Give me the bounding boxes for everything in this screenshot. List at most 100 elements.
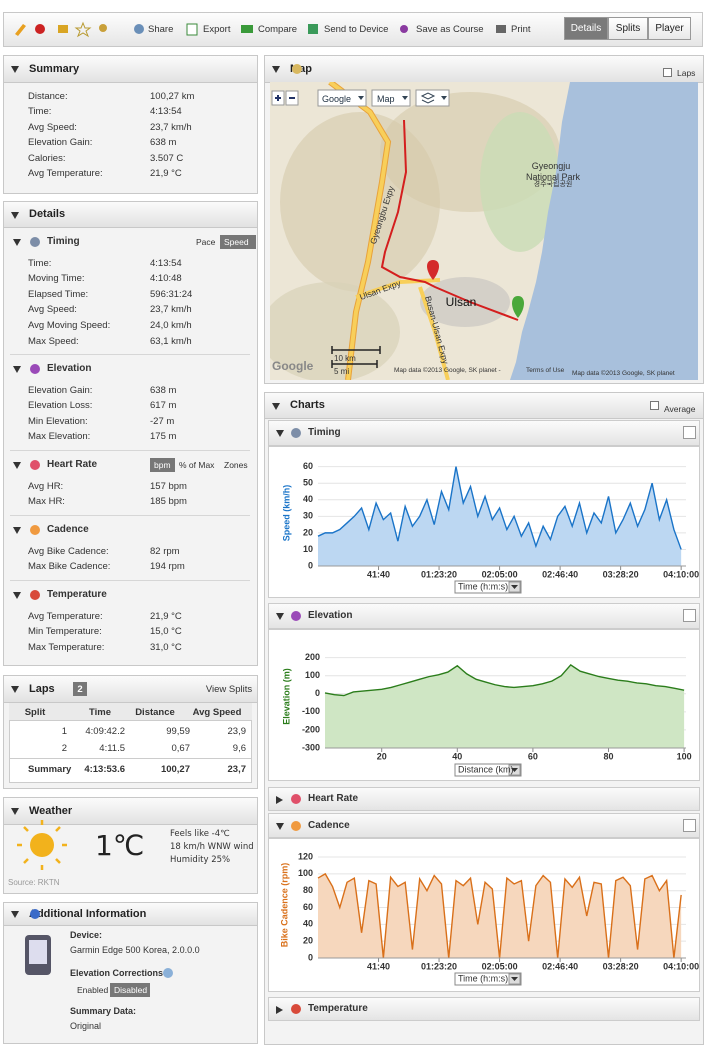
stat-label: Elevation Loss: [28, 400, 93, 412]
details-panel-header [3, 201, 258, 228]
option[interactable]: Zones [224, 460, 248, 470]
checkbox[interactable] [663, 68, 672, 77]
stat-value: 21,9 °C [150, 610, 182, 622]
section-icon [30, 525, 40, 535]
chart-title: Temperature [308, 1003, 368, 1014]
map-view[interactable] [270, 82, 698, 380]
option-selected[interactable] [150, 458, 175, 472]
start-pin[interactable] [427, 260, 439, 280]
toggle-arrow[interactable] [11, 911, 19, 918]
stat-value: 100,27 km [150, 90, 195, 102]
section-icon [30, 237, 40, 247]
toggle-arrow[interactable] [13, 462, 21, 469]
tab-label[interactable]: Details [570, 23, 602, 34]
section-icon [291, 794, 301, 804]
stat-label: Avg Temperature: [28, 168, 103, 179]
map-type-dropdown[interactable] [317, 89, 367, 107]
section-icon [30, 460, 40, 470]
map-control[interactable]: Map [377, 93, 395, 104]
lap-cell: 23,7 [227, 763, 247, 775]
section-icon [163, 968, 173, 978]
panel-title: Additional Information [29, 907, 147, 920]
toggle-arrow[interactable] [13, 239, 21, 246]
stat-label: Moving Time: [28, 273, 85, 285]
toggle-arrow[interactable] [11, 808, 19, 815]
option[interactable]: Pace [196, 237, 216, 247]
option-selected[interactable] [220, 235, 256, 249]
toggle-arrow[interactable] [13, 366, 21, 373]
toggle-arrow[interactable] [272, 402, 280, 410]
route [380, 119, 519, 321]
stat-value: 194 rpm [150, 561, 185, 573]
stat-label: Min Elevation: [28, 415, 88, 427]
option[interactable]: Disabled [114, 985, 148, 995]
stat-value: 23,7 km/h [150, 304, 192, 316]
map-style-dropdown[interactable] [371, 89, 411, 107]
layers-dropdown[interactable] [415, 89, 450, 107]
section-title: Temperature [47, 589, 107, 600]
tab[interactable] [608, 17, 648, 40]
tab-label[interactable]: Player [655, 23, 684, 34]
option[interactable]: % of Max [179, 460, 215, 470]
toggle-arrow[interactable] [276, 822, 284, 830]
end-pin[interactable] [512, 296, 524, 318]
tab[interactable] [648, 17, 691, 40]
field-value: Garmin Edge 500 Korea, 2.0.0.0 [70, 944, 200, 955]
view-splits-link[interactable]: View Splits [205, 683, 253, 695]
laps-table-header [9, 703, 252, 721]
map-control[interactable]: Google [322, 93, 352, 104]
toolbar-action[interactable]: Share [148, 23, 174, 35]
toggle-arrow[interactable] [13, 527, 21, 534]
expand-button[interactable] [683, 426, 696, 439]
chart-header [268, 787, 700, 811]
tab[interactable] [564, 17, 608, 40]
toolbar-action[interactable]: Print [511, 23, 531, 35]
section-icon [291, 611, 301, 621]
option[interactable]: Enabled [77, 985, 109, 995]
stat-value: 15,0 °C [150, 626, 182, 638]
stat-label: Max Elevation: [28, 431, 91, 443]
toggle-arrow[interactable] [276, 1006, 283, 1014]
toolbar-action[interactable]: Send to Device [324, 23, 389, 35]
tab-label[interactable]: Splits [615, 23, 641, 34]
layers-icon [420, 92, 436, 104]
option-selected[interactable] [110, 983, 150, 997]
toggle-arrow[interactable] [11, 66, 19, 73]
toggle-arrow[interactable] [276, 430, 284, 437]
toolbar-action[interactable]: Export [203, 23, 231, 35]
stat-value: 185 bpm [150, 496, 187, 508]
toolbar-action[interactable]: Save as Course [416, 23, 484, 35]
separator [10, 450, 250, 451]
expand-button[interactable] [683, 609, 696, 622]
column-header: Distance [135, 706, 175, 718]
scale-bar [331, 346, 381, 368]
toggle-arrow[interactable] [276, 613, 284, 620]
stat-value: 4:10:48 [150, 273, 182, 285]
stat-label: Elapsed Time: [28, 288, 89, 300]
lap-cell: Summary [28, 763, 72, 775]
chart-area [268, 838, 700, 992]
terms-link[interactable]: Terms of Use [526, 366, 565, 374]
stat-label: Avg Temperature: [28, 610, 103, 622]
weather-source: Source: RKTN [8, 877, 60, 887]
checkbox[interactable] [650, 401, 659, 410]
sea [510, 82, 698, 380]
stat-value: 21,9 °C [150, 168, 182, 179]
stat-label: Max HR: [28, 496, 65, 508]
toggle-arrow[interactable] [11, 686, 19, 693]
stat-label: Time: [28, 257, 52, 269]
separator [9, 758, 252, 759]
stat-value: 24,0 km/h [150, 319, 192, 331]
expand-button[interactable] [683, 819, 696, 832]
toggle-arrow[interactable] [272, 66, 280, 73]
toolbar-action[interactable]: Compare [258, 23, 298, 35]
toggle-arrow[interactable] [11, 211, 19, 219]
stat-value: 4:13:54 [150, 106, 182, 117]
separator [10, 515, 250, 516]
toggle-arrow[interactable] [276, 796, 283, 804]
option[interactable]: bpm [154, 460, 171, 470]
stat-value: 617 m [150, 400, 177, 412]
lap-cell: 23,9 [227, 725, 247, 737]
toggle-arrow[interactable] [13, 592, 21, 599]
option[interactable]: Speed [224, 237, 249, 247]
